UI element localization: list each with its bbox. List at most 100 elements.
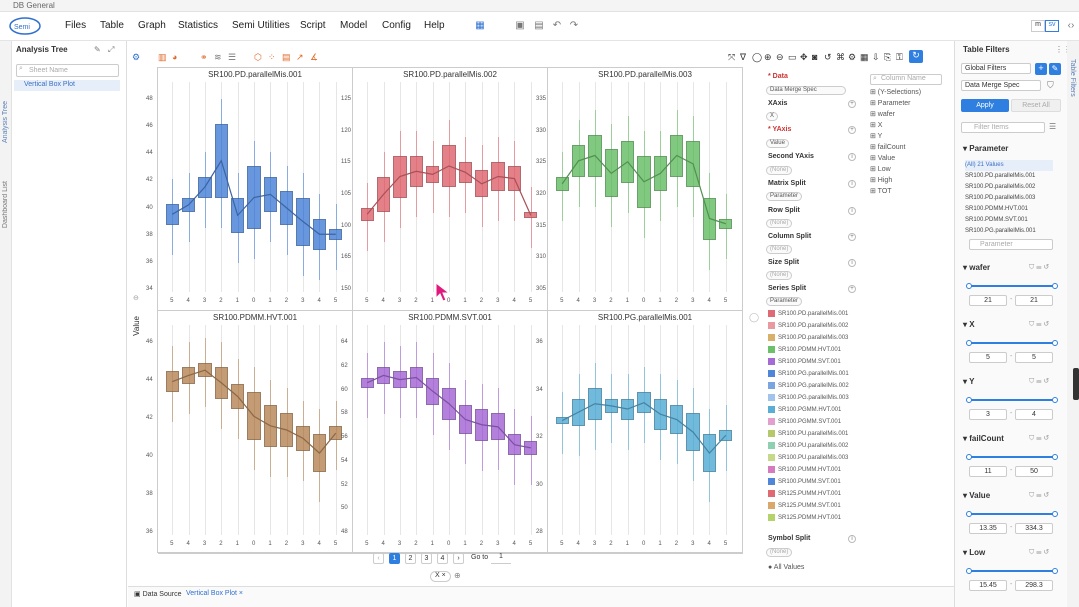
pie-chart-icon[interactable]: ◕ <box>172 52 178 62</box>
slider-max-knob[interactable] <box>1052 283 1058 289</box>
size-split-chip[interactable]: (None) <box>766 271 793 280</box>
matrix-split-chip[interactable]: Parameter <box>766 192 803 201</box>
redo-icon[interactable]: ↷ <box>569 20 579 31</box>
filter-actions-icon[interactable]: ⛉ ☰ ↺ <box>1029 549 1050 556</box>
legend-item[interactable]: SR100.PD.parallelMis.003 <box>768 334 848 343</box>
parameter-value-item[interactable]: SR100.PDMM.SVT.001 <box>965 217 1028 223</box>
all-values-toggle[interactable]: ● All Values <box>768 564 805 571</box>
parameter-value-item[interactable]: SR100.PD.parallelMis.002 <box>965 184 1036 190</box>
x-axis-chip[interactable]: X × <box>430 571 451 582</box>
range-max-input[interactable]: 5 <box>1015 352 1053 363</box>
column-name-item[interactable]: ⊞ failCount <box>870 144 906 151</box>
column-name-item[interactable]: ⊞ (Y-Selections) <box>870 89 922 96</box>
legend-item[interactable]: SR100.PGMM.HVT.001 <box>768 406 841 415</box>
box[interactable] <box>165 203 179 225</box>
xaxis-chip[interactable]: X <box>766 112 779 121</box>
add-filter-button[interactable]: + <box>1035 63 1047 75</box>
collapse-icon[interactable]: ⤢ <box>108 45 115 54</box>
legend-item[interactable]: SR100.PGMM.SVT.001 <box>768 418 841 427</box>
range-min-input[interactable]: 5 <box>969 352 1007 363</box>
legend-item[interactable]: SR100.PU.parallelMis.003 <box>768 454 848 463</box>
column-split-chip[interactable]: (None) <box>766 245 793 254</box>
add-axis-icon[interactable]: ⊕ <box>454 571 461 580</box>
legend-item[interactable]: SR125.PUMM.HVT.001 <box>768 490 841 499</box>
slider-min-knob[interactable] <box>966 340 972 346</box>
next-page-button[interactable]: › <box>453 553 464 564</box>
range-min-input[interactable]: 15.45 <box>969 580 1007 591</box>
menu-model[interactable]: Model <box>340 20 368 31</box>
tab-data-source[interactable]: ▣ Data Source <box>134 591 182 598</box>
slider-max-knob[interactable] <box>1052 340 1058 346</box>
slider-min-knob[interactable] <box>966 454 972 460</box>
column-split-add[interactable]: + <box>848 233 856 241</box>
measure-icon[interactable]: ∡ <box>310 52 319 62</box>
yaxis-add-button[interactable]: + <box>848 126 856 134</box>
legend-item[interactable]: SR100.PUMM.SVT.001 <box>768 478 841 487</box>
matrix-split-info[interactable]: i <box>848 180 856 188</box>
range-min-input[interactable]: 3 <box>969 409 1007 420</box>
filter-actions-icon[interactable]: ⛉ ☰ ↺ <box>1029 321 1050 328</box>
mode-toggle-sv[interactable]: sv <box>1045 20 1059 32</box>
trend-icon[interactable]: ↗ <box>296 52 304 62</box>
filter-actions-icon[interactable]: ⛉ ☰ ↺ <box>1029 378 1050 385</box>
column-name-item[interactable]: ⊞ TOT <box>870 188 892 195</box>
slider-max-knob[interactable] <box>1052 397 1058 403</box>
size-split-info[interactable]: i <box>848 259 856 267</box>
legend-item[interactable]: SR100.PU.parallelMis.002 <box>768 442 848 451</box>
rect-select-icon[interactable]: ▭ <box>788 52 797 62</box>
code-icon[interactable]: ‹› <box>1067 20 1075 31</box>
side-handle[interactable] <box>1073 368 1079 400</box>
copy-icon[interactable]: ⎘ <box>884 52 892 62</box>
row-split-info[interactable]: i <box>848 207 856 215</box>
box-plot-panel[interactable]: SR100.PD.parallelMis.001 48 46 44 42 40 38 36 34… <box>146 68 353 311</box>
apply-button[interactable]: Apply <box>961 99 1009 112</box>
reset-all-button[interactable]: Reset All <box>1011 99 1061 112</box>
parameter-search-input[interactable]: Parameter <box>969 239 1053 250</box>
collapse-y-icon[interactable]: ⊖ <box>133 295 139 302</box>
tab-table-filters[interactable]: Table Filters <box>1069 59 1076 97</box>
parameter-value-item[interactable]: SR100.PD.parallelMis.001 <box>965 173 1036 179</box>
bar-chart-icon[interactable]: ▥ <box>158 52 167 62</box>
menu-statistics[interactable]: Statistics <box>178 20 219 31</box>
page-4-button[interactable]: 4 <box>437 553 448 564</box>
menu-table[interactable]: Table <box>100 20 124 31</box>
parameter-value-item[interactable]: SR100.PDMM.HVT.001 <box>965 206 1029 212</box>
menu-script[interactable]: Script <box>300 20 326 31</box>
reset-icon[interactable]: ↺ <box>824 52 832 62</box>
column-name-item[interactable]: ⊞ Y <box>870 133 883 140</box>
filter-menu-icon[interactable]: ⋮⋮ <box>1055 45 1071 54</box>
legend-item[interactable]: SR100.PG.parallelMis.003 <box>768 394 849 403</box>
box-plot-panel[interactable]: SR100.PD.parallelMis.002 125 120 115 105 100 1… <box>341 68 548 311</box>
tree-item-vertical-box-plot[interactable]: Vertical Box Plot <box>14 80 120 91</box>
slider-min-knob[interactable] <box>966 568 972 574</box>
range-slider[interactable] <box>966 511 1058 517</box>
shapes-icon[interactable]: ⬡ <box>254 52 262 62</box>
symbol-split-chip[interactable]: (None) <box>766 548 793 557</box>
menu-files[interactable]: Files <box>65 20 87 31</box>
data-spec-select[interactable]: Data Merge Spec <box>961 80 1041 91</box>
camera-icon[interactable]: ◙ <box>812 52 818 62</box>
goto-input[interactable]: 1 <box>491 553 511 564</box>
box[interactable] <box>360 377 374 388</box>
box-plot-panel[interactable]: SR100.PDMM.HVT.001 46 44 42 40 38 36 5 4 3 2 1 0 1 2 3 4… <box>146 311 353 554</box>
tab-dashboard-list[interactable]: Dashboard List <box>2 181 9 229</box>
parameter-value-item[interactable]: SR100.PG.parallelMis.001 <box>965 228 1036 234</box>
lasso-icon[interactable]: ∇ <box>740 52 747 62</box>
save-as-icon[interactable]: ▤ <box>534 20 544 31</box>
legend-item[interactable]: SR125.PDMM.HVT.001 <box>768 514 841 523</box>
slider-max-knob[interactable] <box>1052 568 1058 574</box>
pan-icon[interactable]: ✥ <box>800 52 808 62</box>
right-handle-icon[interactable]: ◯ <box>749 312 760 322</box>
tab-analysis-tree[interactable]: Analysis Tree <box>2 101 9 144</box>
slider-max-knob[interactable] <box>1052 511 1058 517</box>
page-3-button[interactable]: 3 <box>421 553 432 564</box>
column-name-item[interactable]: ⊞ High <box>870 177 893 184</box>
range-min-input[interactable]: 13.35 <box>969 523 1007 534</box>
label-icon[interactable]: ⌘ <box>836 52 845 62</box>
lock-icon[interactable]: ⚿ <box>896 52 903 62</box>
page-1-button[interactable]: 1 <box>389 553 400 564</box>
legend-item[interactable]: SR100.PD.parallelMis.002 <box>768 322 848 331</box>
range-slider[interactable] <box>966 340 1058 346</box>
yaxis-chip[interactable]: Value <box>766 139 789 148</box>
legend-item[interactable]: SR100.PG.parallelMis.001 <box>768 370 849 379</box>
